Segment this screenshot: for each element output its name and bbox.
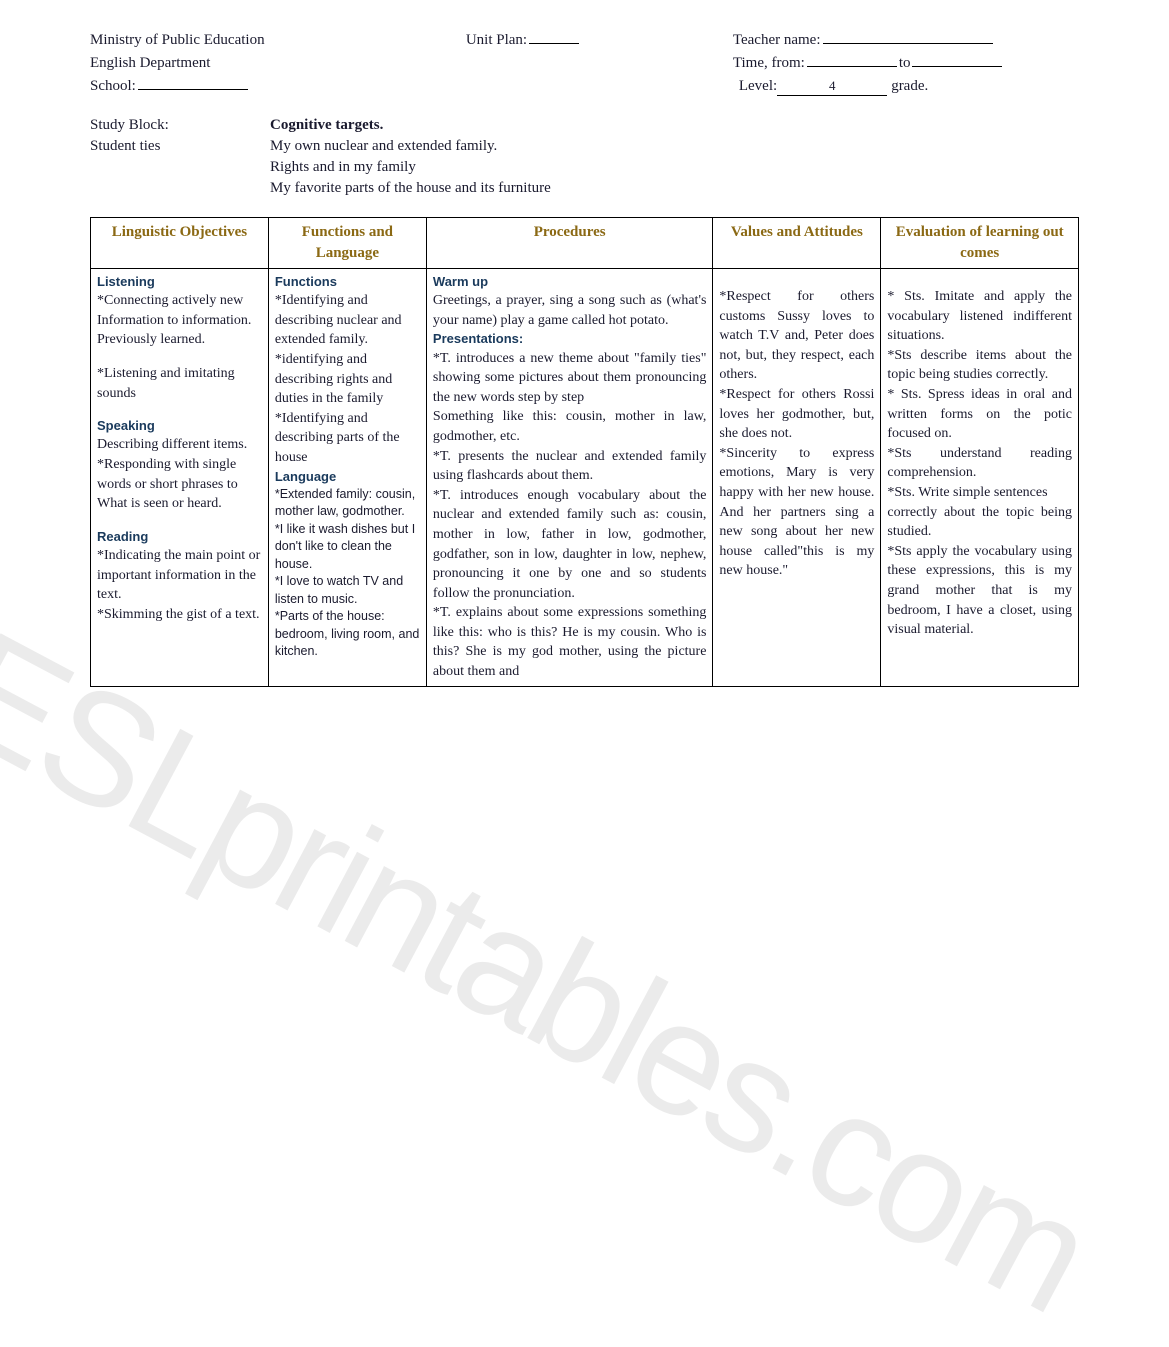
teacher-name-blank[interactable] (823, 30, 993, 44)
warmup-heading: Warm up (433, 273, 707, 291)
c4-t1: *Respect for others customs Sussy loves … (719, 287, 874, 385)
time-from-label: Time, from: (733, 53, 805, 74)
time-to-blank[interactable] (912, 53, 1002, 67)
c2-t2b: *I like it wash dishes but I don't like … (275, 521, 420, 574)
c1-t1d: *Listening and imitating sounds (97, 364, 262, 403)
c1-t1b: Information to information. (97, 311, 262, 331)
c2-t2c: *I love to watch TV and listen to music. (275, 573, 420, 608)
listening-heading: Listening (97, 273, 262, 291)
c3-t6: *T. explains about some expressions some… (433, 603, 707, 681)
c1-t1c: Previously learned. (97, 330, 262, 350)
speaking-heading: Speaking (97, 417, 262, 435)
c5-t2: *Sts describe items about the topic bein… (887, 346, 1072, 385)
unit-plan-blank[interactable] (529, 30, 579, 44)
c5-t4: *Sts understand reading comprehension. (887, 444, 1072, 483)
c1-t3b: *Skimming the gist of a text. (97, 605, 262, 625)
lesson-plan-table: Linguistic Objectives Functions and Lang… (90, 217, 1079, 687)
c4-t3: *Sincerity to express emotions, Mary is … (719, 444, 874, 581)
cell-evaluation: * Sts. Imitate and apply the vocabulary … (881, 269, 1079, 687)
col-header-2: Functions and Language (268, 218, 426, 269)
reading-heading: Reading (97, 528, 262, 546)
c5-t5: *Sts. Write simple sentences (887, 483, 1072, 503)
student-ties-line-1: My own nuclear and extended family. (270, 136, 497, 157)
c2-t1b: *identifying and describing rights and d… (275, 350, 420, 409)
level-suffix: grade. (891, 76, 928, 97)
c3-t5: *T. introduces enough vocabulary about t… (433, 486, 707, 604)
c3-t4: *T. presents the nuclear and extended fa… (433, 447, 707, 486)
header-row-1: Ministry of Public Education Unit Plan: … (90, 30, 1079, 51)
language-heading: Language (275, 468, 420, 486)
level-value[interactable]: 4 (777, 77, 887, 96)
meta-block: Study Block: Cognitive targets. Student … (90, 115, 1079, 199)
time-to-label: to (899, 53, 911, 74)
col-header-5: Evaluation of learning out comes (881, 218, 1079, 269)
cell-values: *Respect for others customs Sussy loves … (713, 269, 881, 687)
cell-procedures: Warm up Greetings, a prayer, sing a song… (426, 269, 713, 687)
study-block-value: Cognitive targets. (270, 115, 383, 136)
c1-t1a: *Connecting actively new (97, 291, 262, 311)
header-row-2: English Department Time, from: to (90, 53, 1079, 74)
student-ties-line-3: My favorite parts of the house and its f… (270, 178, 551, 199)
teacher-name-label: Teacher name: (733, 30, 821, 51)
c3-t3: Something like this: cousin, mother in l… (433, 407, 707, 446)
functions-heading: Functions (275, 273, 420, 291)
c1-t2b: *Responding with single words or short p… (97, 455, 262, 514)
c2-t2d: *Parts of the house: bedroom, living roo… (275, 608, 420, 661)
presentations-heading: Presentations: (433, 330, 707, 348)
dept-label: English Department (90, 53, 210, 74)
col-header-3: Procedures (426, 218, 713, 269)
table-header-row: Linguistic Objectives Functions and Lang… (91, 218, 1079, 269)
school-blank[interactable] (138, 76, 248, 90)
cell-linguistic: Listening *Connecting actively new Infor… (91, 269, 269, 687)
time-from-blank[interactable] (807, 53, 897, 67)
c3-t1: Greetings, a prayer, sing a song such as… (433, 291, 707, 330)
ministry-label: Ministry of Public Education (90, 30, 265, 51)
student-ties-line-2: Rights and in my family (270, 157, 416, 178)
c2-t2a: *Extended family: cousin, mother law, go… (275, 486, 420, 521)
cell-functions: Functions *Identifying and describing nu… (268, 269, 426, 687)
col-header-1: Linguistic Objectives (91, 218, 269, 269)
c2-t1c: *Identifying and describing parts of the… (275, 409, 420, 468)
col-header-4: Values and Attitudes (713, 218, 881, 269)
c2-t1a: *Identifying and describing nuclear and … (275, 291, 420, 350)
unit-plan-label: Unit Plan: (466, 30, 527, 51)
study-block-label: Study Block: (90, 115, 270, 136)
c1-t2a: Describing different items. (97, 435, 262, 455)
c5-t3: * Sts. Spress ideas in oral and written … (887, 385, 1072, 444)
table-body-row: Listening *Connecting actively new Infor… (91, 269, 1079, 687)
c5-t6: correctly about the topic being studied. (887, 503, 1072, 542)
c5-t7: *Sts apply the vocabulary using these ex… (887, 542, 1072, 640)
school-label: School: (90, 76, 136, 97)
header-row-3: School: Level: 4 grade. (90, 76, 1079, 97)
c1-t3a: *Indicating the main point or important … (97, 546, 262, 605)
c4-t2: *Respect for others Rossi loves her godm… (719, 385, 874, 444)
level-label: Level: (739, 76, 777, 97)
c3-t2: *T. introduces a new theme about "family… (433, 349, 707, 408)
c5-t1: * Sts. Imitate and apply the vocabulary … (887, 287, 1072, 346)
student-ties-label: Student ties (90, 136, 270, 157)
watermark: ESLprintables.com (0, 594, 1117, 1347)
